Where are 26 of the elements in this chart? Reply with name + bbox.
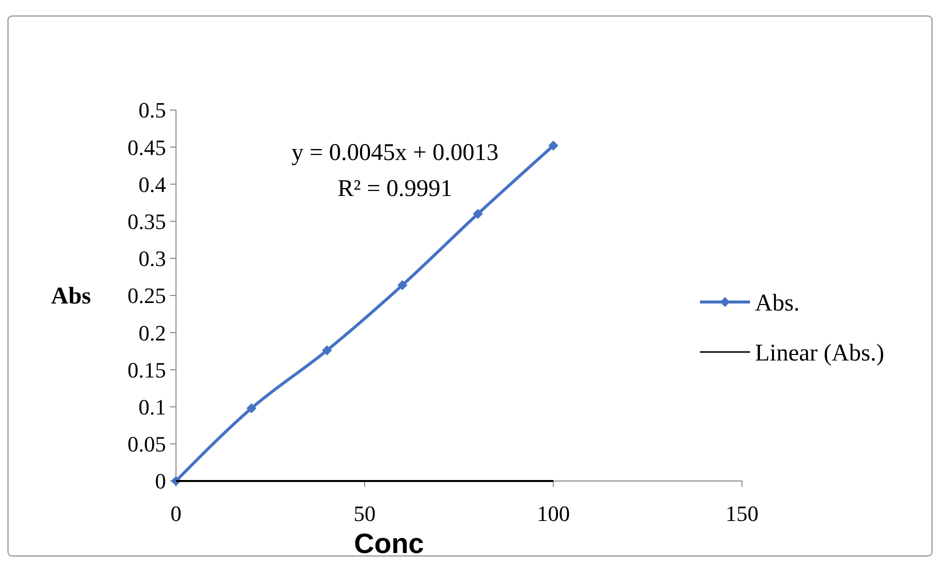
y-tick-label: 0.05 xyxy=(128,432,166,457)
y-tick-label: 0.2 xyxy=(138,320,166,346)
point xyxy=(246,403,256,414)
point xyxy=(548,140,558,151)
y-tick-label: 0 xyxy=(155,468,166,494)
point xyxy=(472,208,483,219)
y-tick-label: 0.3 xyxy=(138,246,166,272)
point xyxy=(397,280,408,290)
annotation: y = 0.0045x + 0.0013 xyxy=(291,140,499,166)
y-tick-label: 0.15 xyxy=(128,357,166,382)
y-tick-label: 0.4 xyxy=(138,172,166,197)
legend-label: Linear (Abs.) xyxy=(755,340,884,366)
legend-label: Abs. xyxy=(755,290,800,316)
y-tick-label: 0.1 xyxy=(138,394,166,420)
x-tick-label: 0 xyxy=(170,501,182,526)
y-tick-label: 0.45 xyxy=(128,134,166,160)
x-tick-label: 100 xyxy=(536,501,570,526)
y-axis-title: Abs xyxy=(51,284,92,310)
y-tick-label: 0.25 xyxy=(128,283,166,308)
point xyxy=(322,345,332,356)
x-tick-label: 50 xyxy=(354,501,376,526)
x-axis-title: Conc xyxy=(354,528,424,559)
x-tick-label: 150 xyxy=(726,501,758,526)
annotation: R² = 0.9991 xyxy=(338,176,452,202)
y-tick-label: 0.35 xyxy=(128,209,166,234)
y-tick-label: 0.5 xyxy=(138,98,166,123)
